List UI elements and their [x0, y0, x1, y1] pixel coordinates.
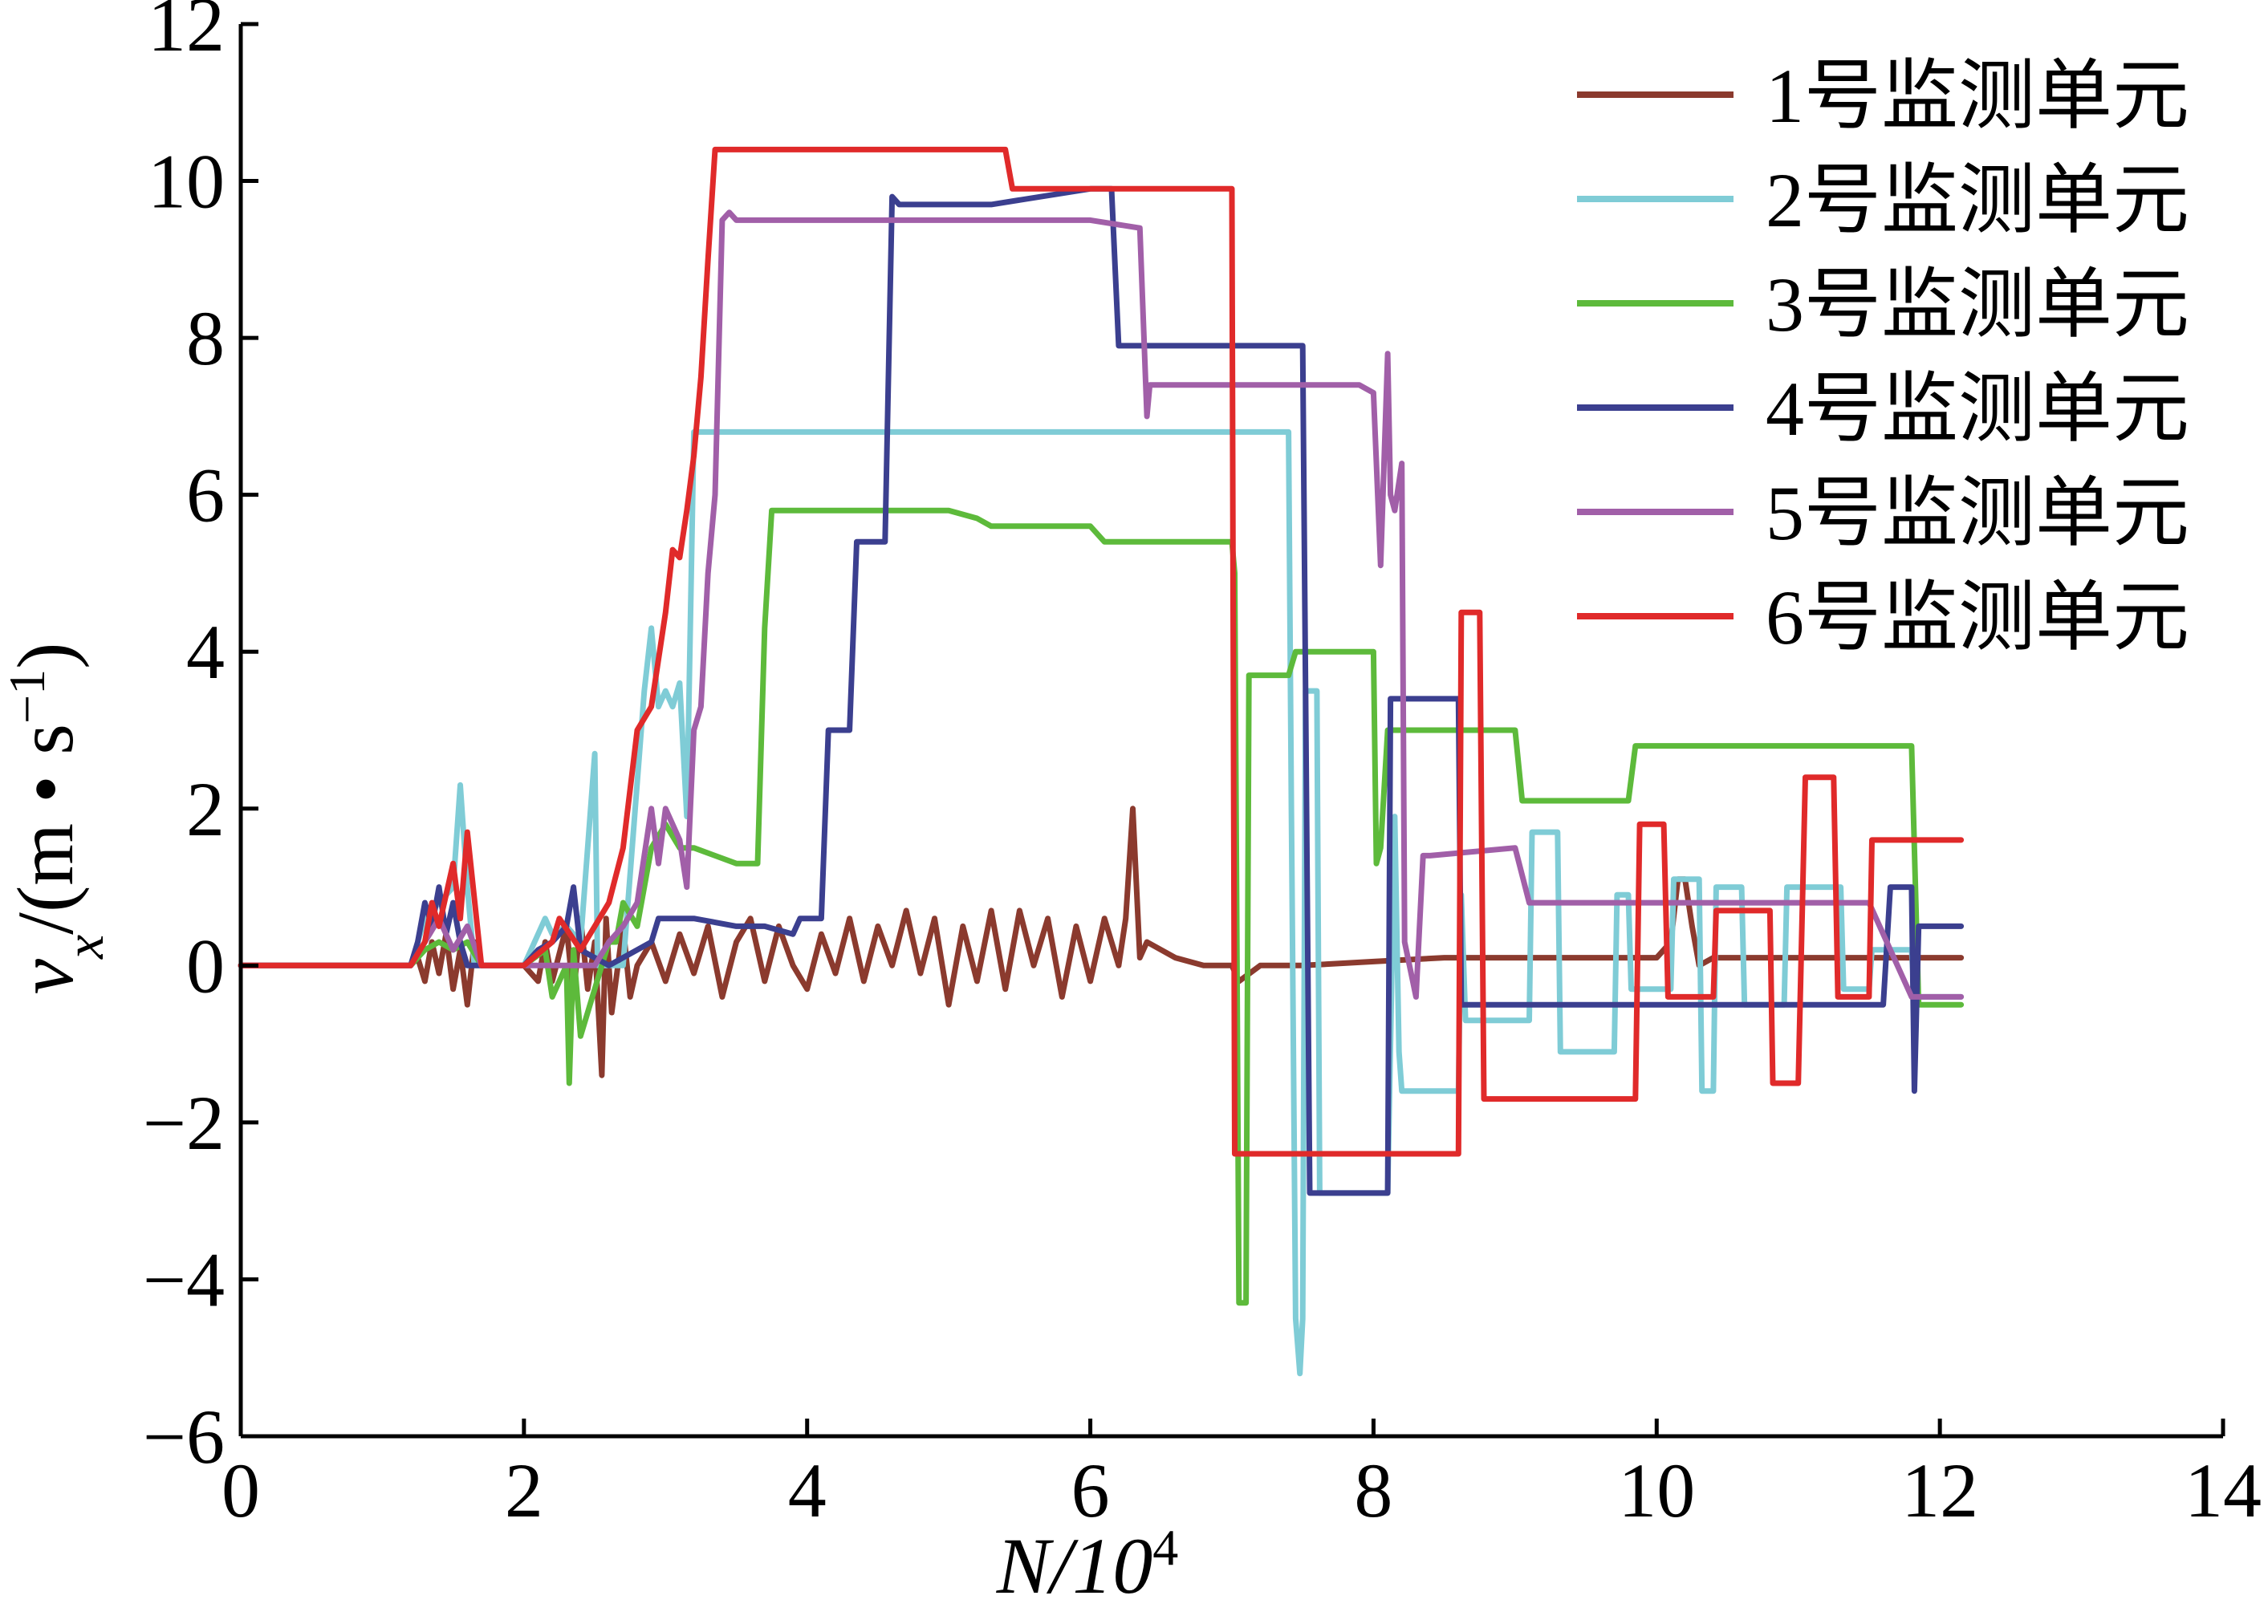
y-tick-label: 6	[186, 453, 225, 538]
x-tick-label: 6	[1071, 1447, 1110, 1533]
axes-layer: 0 2 4 6 8 10 12 14 −6 −4 −2 0 2 4 6 8 10 12	[143, 0, 2262, 1533]
y-axis-label-unit: /(m • s	[1, 724, 90, 935]
y-tick-label: 4	[186, 609, 225, 695]
x-tick-label: 2	[505, 1447, 543, 1533]
axis-labels: N/104 vx/(m • s−1)	[0, 643, 1178, 1610]
series-layer	[238, 146, 1965, 1377]
legend: 1号监测单元 2号监测单元 3号监测单元 4号监测单元 5号监测单元 6号监测单元	[1577, 53, 2189, 660]
y-tick-label: −4	[143, 1236, 225, 1322]
y-tick-label: 12	[148, 0, 225, 67]
series-line-6	[238, 146, 1965, 1157]
y-tick-label: −2	[143, 1080, 225, 1166]
x-tick-label: 8	[1354, 1447, 1392, 1533]
legend-label-4: 4号监测单元	[1766, 366, 2189, 452]
y-axis-label-subscript: x	[54, 935, 115, 960]
y-tick-label: 0	[186, 923, 225, 1009]
x-tick-label: 0	[222, 1447, 260, 1533]
legend-label-2: 2号监测单元	[1766, 157, 2189, 243]
x-tick-label: 4	[788, 1447, 827, 1533]
legend-label-5: 5号监测单元	[1766, 470, 2189, 556]
legend-label-6: 6号监测单元	[1766, 574, 2189, 660]
y-axis-label-close: )	[1, 643, 90, 669]
x-axis-label: N/104	[996, 1519, 1178, 1611]
x-axis-label-main: N/10	[996, 1521, 1152, 1610]
x-axis-label-exponent: 4	[1152, 1519, 1178, 1576]
y-tick-label: −6	[143, 1394, 225, 1480]
legend-label-3: 3号监测单元	[1766, 262, 2189, 347]
x-tick-label: 12	[1901, 1447, 1978, 1533]
x-tick-label: 10	[1618, 1447, 1695, 1533]
y-tick-label: 8	[186, 295, 225, 381]
y-axis-label-symbol: v	[1, 958, 90, 994]
x-tick-label: 14	[2185, 1447, 2262, 1533]
y-axis-label: vx/(m • s−1)	[0, 643, 115, 995]
y-axis-label-unit-exponent: −1	[0, 669, 55, 724]
y-tick-label: 10	[148, 139, 225, 225]
legend-label-1: 1号监测单元	[1766, 53, 2189, 139]
y-tick-label: 2	[186, 766, 225, 852]
series-line-4	[238, 185, 1965, 1196]
series-line-3	[238, 507, 1965, 1306]
series-line-5	[238, 209, 1965, 1000]
